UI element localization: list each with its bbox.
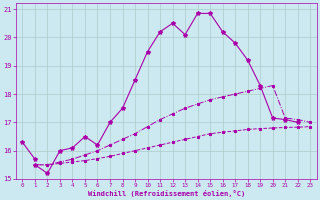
X-axis label: Windchill (Refroidissement éolien,°C): Windchill (Refroidissement éolien,°C) bbox=[88, 190, 245, 197]
